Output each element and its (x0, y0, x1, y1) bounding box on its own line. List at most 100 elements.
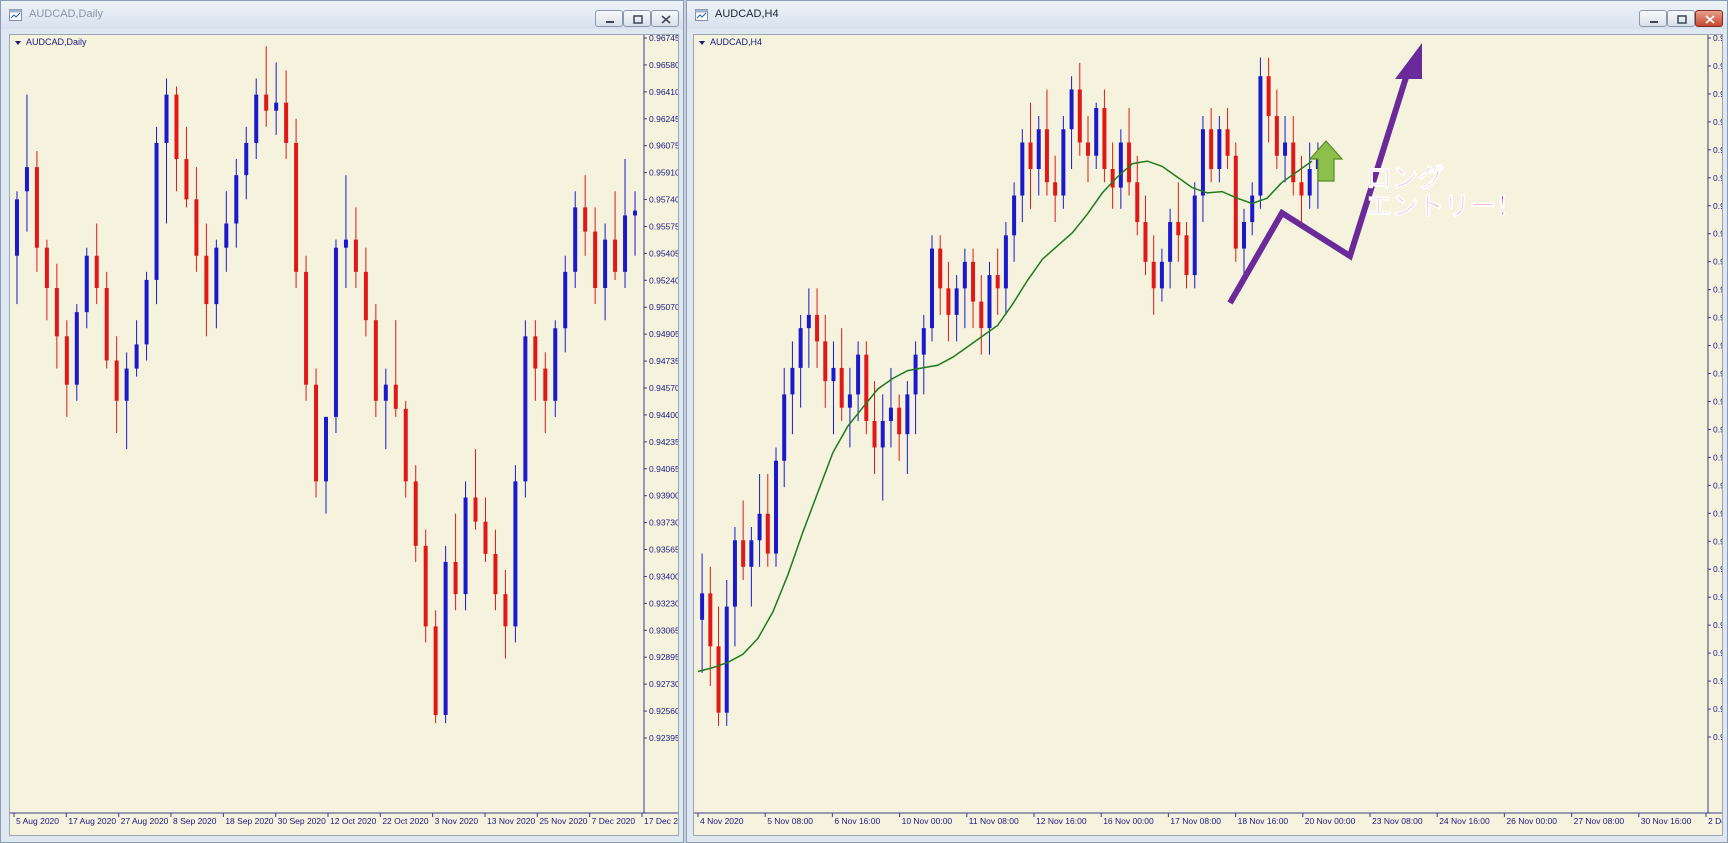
candle-body (1036, 129, 1041, 170)
candle-body (987, 275, 992, 329)
chart-symbol-label: AUDCAD,Daily (26, 37, 87, 47)
candle-body (921, 328, 926, 355)
window-titlebar[interactable]: AUDCAD,H4 (687, 1, 1727, 29)
candle-body (1274, 115, 1279, 156)
candle-body (831, 367, 836, 382)
candle-body (264, 94, 269, 111)
candle-body (774, 460, 778, 554)
y-axis-tick-label: 0.93510 (1713, 732, 1723, 742)
candle-body (34, 167, 39, 248)
candle-body (74, 312, 79, 385)
candle-body (1110, 169, 1115, 188)
y-axis-tick-label: 0.94680 (1713, 396, 1723, 406)
candle-body (443, 561, 448, 716)
x-axis-tick-label: 12 Oct 2020 (330, 816, 377, 826)
chart-label-dropdown-icon[interactable] (699, 41, 705, 45)
h4-chart-svg[interactable]: AUDCAD,H4 0.95995 0.95855 0.95755 0.95660 0.… (694, 35, 1723, 836)
candle-body (913, 354, 918, 395)
window-titlebar[interactable]: AUDCAD,Daily (1, 1, 683, 29)
candle-body (1225, 129, 1230, 156)
candle-body (1283, 142, 1288, 156)
candle-body (1151, 261, 1156, 289)
y-axis-tick-label: 0.94065 (649, 464, 679, 474)
candle-body (1291, 142, 1296, 183)
y-axis-tick-label: 0.95575 (649, 221, 679, 231)
y-axis-tick-label: 0.95740 (649, 195, 679, 205)
x-axis-tick-label: 17 Dec 2020 (644, 816, 679, 826)
candle-body (946, 288, 951, 315)
candle-body (603, 239, 608, 288)
candle-body (757, 513, 762, 541)
candle-body (1086, 142, 1090, 156)
candle-body (1242, 222, 1246, 249)
candle-body (164, 94, 169, 143)
y-axis-tick-label: 0.94290 (1713, 508, 1723, 518)
long-entry-label-line2: エントリー！ (1366, 192, 1522, 222)
y-axis-tick-label: 0.92730 (649, 679, 679, 689)
candle-body (806, 314, 811, 329)
window-title: AUDCAD,Daily (29, 8, 103, 20)
candle-body (473, 497, 478, 522)
candle-body (1299, 182, 1304, 196)
y-axis-tick-label: 0.95075 (1713, 285, 1723, 295)
candle-body (749, 540, 754, 567)
candle-body (204, 255, 209, 305)
candle-body (294, 142, 299, 272)
candle-body (1069, 89, 1074, 130)
candle-body (1044, 129, 1049, 183)
y-axis-tick-label: 0.94195 (1713, 536, 1723, 546)
y-axis-tick-label: 0.93230 (649, 598, 679, 608)
candle-body (839, 367, 844, 408)
y-axis-tick-label: 0.96580 (649, 60, 679, 70)
x-axis-tick-label: 11 Nov 08:00 (969, 816, 1019, 826)
x-axis-tick-label: 30 Sep 2020 (278, 816, 326, 826)
chart-label-dropdown-icon[interactable] (15, 41, 21, 45)
x-axis-tick-label: 18 Nov 16:00 (1238, 816, 1289, 826)
candle-body (782, 394, 787, 461)
minimize-button[interactable] (1639, 10, 1667, 27)
x-axis-tick-label: 16 Nov 00:00 (1103, 816, 1154, 826)
x-axis-tick-label: 8 Sep 2020 (173, 816, 217, 826)
window-title: AUDCAD,H4 (715, 8, 779, 20)
y-axis-tick-label: 0.95995 (1713, 35, 1723, 43)
long-entry-label-line1: ロング (1366, 164, 1444, 194)
daily-candlestick-chart[interactable]: AUDCAD,Daily 0.96745 0.96580 0.96410 0.9624… (9, 34, 679, 836)
candle-body (333, 247, 338, 417)
candle-body (897, 407, 902, 435)
x-axis-tick-label: 10 Nov 00:00 (902, 816, 953, 826)
candle-body (314, 384, 319, 482)
y-axis-tick-label: 0.94485 (1713, 452, 1723, 462)
y-axis-tick-label: 0.94905 (649, 329, 679, 339)
candle-body (493, 553, 498, 595)
y-axis-tick-label: 0.95240 (649, 275, 679, 285)
candle-body (423, 545, 428, 627)
y-axis-tick-label: 0.95365 (1713, 201, 1723, 211)
candle-body (732, 540, 737, 607)
restore-button[interactable] (1667, 10, 1695, 27)
candle-body (790, 367, 795, 395)
y-axis-tick-label: 0.95070 (649, 302, 679, 312)
h4-chart-window[interactable]: AUDCAD,H4 AUDCAD,H4 0.95995 0.95855 0.9575… (686, 0, 1728, 843)
restore-button[interactable] (623, 10, 651, 27)
close-button[interactable] (1695, 10, 1723, 27)
candle-body (815, 314, 820, 342)
candle-body (463, 497, 468, 595)
candle-body (553, 328, 558, 401)
candle-body (94, 255, 99, 288)
close-button[interactable] (651, 10, 679, 27)
daily-chart-window[interactable]: AUDCAD,Daily AUDCAD,Daily 0.96745 0.96580… (0, 0, 684, 843)
y-axis-tick-label: 0.94235 (649, 437, 679, 447)
candle-body (1176, 222, 1181, 236)
y-axis-tick-label: 0.95755 (1713, 89, 1723, 99)
minimize-button[interactable] (595, 10, 623, 27)
candle-body (1168, 222, 1173, 262)
daily-chart-svg[interactable]: AUDCAD,Daily 0.96745 0.96580 0.96410 0.9624… (10, 35, 679, 836)
candle-body (224, 223, 229, 248)
candle-body (979, 301, 984, 329)
y-axis-tick-label: 0.95660 (1713, 117, 1723, 127)
x-axis-tick-label: 27 Nov 08:00 (1574, 816, 1625, 826)
h4-candlestick-chart[interactable]: AUDCAD,H4 0.95995 0.95855 0.95755 0.95660 0.… (693, 34, 1723, 836)
candle-body (1094, 108, 1099, 156)
candle-body (483, 521, 488, 554)
candle-body (962, 261, 967, 289)
